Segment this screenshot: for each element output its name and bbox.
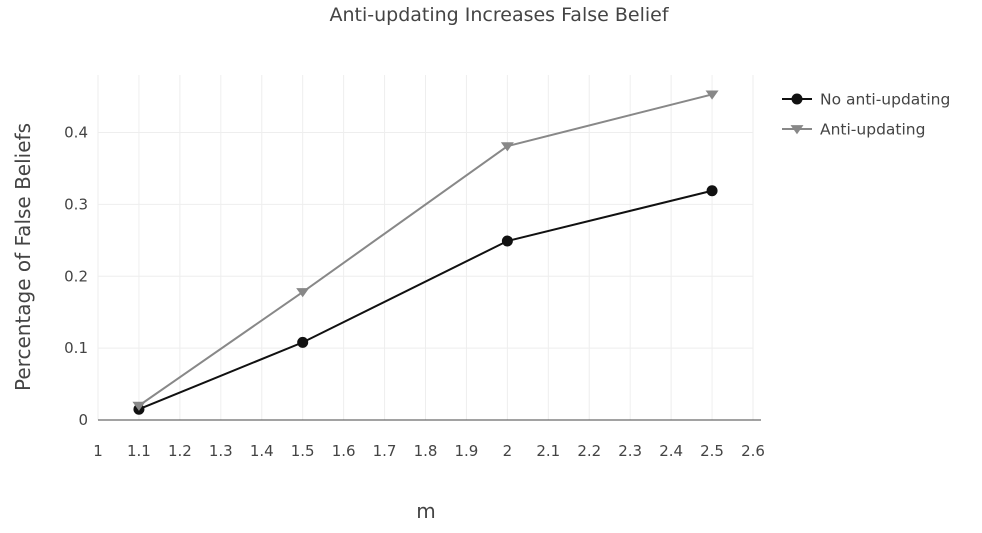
y-tick-label: 0.4 xyxy=(64,124,88,142)
x-tick-label: 1.2 xyxy=(168,442,192,460)
chart-title: Anti-updating Increases False Belief xyxy=(329,4,669,26)
axes: 1 1.1 1.2 1.3 1.4 1.5 1.6 1.7 1.8 1.9 2 2.1 2.2 2.3 2.… xyxy=(64,124,765,461)
x-tick-label: 2.5 xyxy=(700,442,724,460)
y-tick-label: 0.2 xyxy=(64,267,88,285)
data-point-anti-updating[interactable] xyxy=(132,401,146,411)
legend-swatch-marker[interactable] xyxy=(790,125,804,135)
data-point-anti-updating[interactable] xyxy=(296,288,310,298)
data-point-no-anti-updating[interactable] xyxy=(706,185,718,197)
series-anti-updating xyxy=(132,90,719,411)
data-point-no-anti-updating[interactable] xyxy=(501,235,513,247)
y-tick-label: 0 xyxy=(78,411,88,429)
x-tick-label: 2.2 xyxy=(577,442,601,460)
x-tick-label: 2 xyxy=(503,442,513,460)
legend-label: Anti-updating xyxy=(820,121,925,139)
x-tick-label: 1.3 xyxy=(209,442,233,460)
data-point-anti-updating[interactable] xyxy=(705,90,719,100)
legend-item-anti-updating[interactable]: Anti-updating xyxy=(782,121,925,139)
data-point-anti-updating[interactable] xyxy=(500,142,514,152)
legend[interactable]: No anti-updating Anti-updating xyxy=(782,91,950,139)
y-tick-label: 0.1 xyxy=(64,339,88,357)
legend-item-no-anti-updating[interactable]: No anti-updating xyxy=(782,91,950,109)
legend-label: No anti-updating xyxy=(820,91,950,109)
grid xyxy=(97,75,754,420)
x-tick-label: 2.1 xyxy=(536,442,560,460)
plot-area xyxy=(132,90,719,415)
x-axis-title: m xyxy=(416,499,435,523)
x-tick-label: 1.6 xyxy=(332,442,356,460)
x-tick-label: 1.5 xyxy=(291,442,315,460)
y-axis-title: Percentage of False Beliefs xyxy=(11,123,35,391)
x-tick-label: 2.3 xyxy=(618,442,642,460)
series-line-anti-updating xyxy=(138,93,713,407)
x-tick-label: 1.1 xyxy=(127,442,151,460)
x-tick-label: 2.6 xyxy=(741,442,765,460)
x-tick-label: 1 xyxy=(93,442,103,460)
y-tick-label: 0.3 xyxy=(64,195,88,213)
x-tick-label: 1.7 xyxy=(373,442,397,460)
x-tick-label: 2.4 xyxy=(659,442,683,460)
series-line-no-anti-updating xyxy=(138,189,713,411)
x-tick-label: 1.4 xyxy=(250,442,274,460)
x-tick-label: 1.9 xyxy=(455,442,479,460)
x-tick-label: 1.8 xyxy=(414,442,438,460)
legend-swatch-marker[interactable] xyxy=(791,93,803,105)
data-point-no-anti-updating[interactable] xyxy=(297,336,309,348)
